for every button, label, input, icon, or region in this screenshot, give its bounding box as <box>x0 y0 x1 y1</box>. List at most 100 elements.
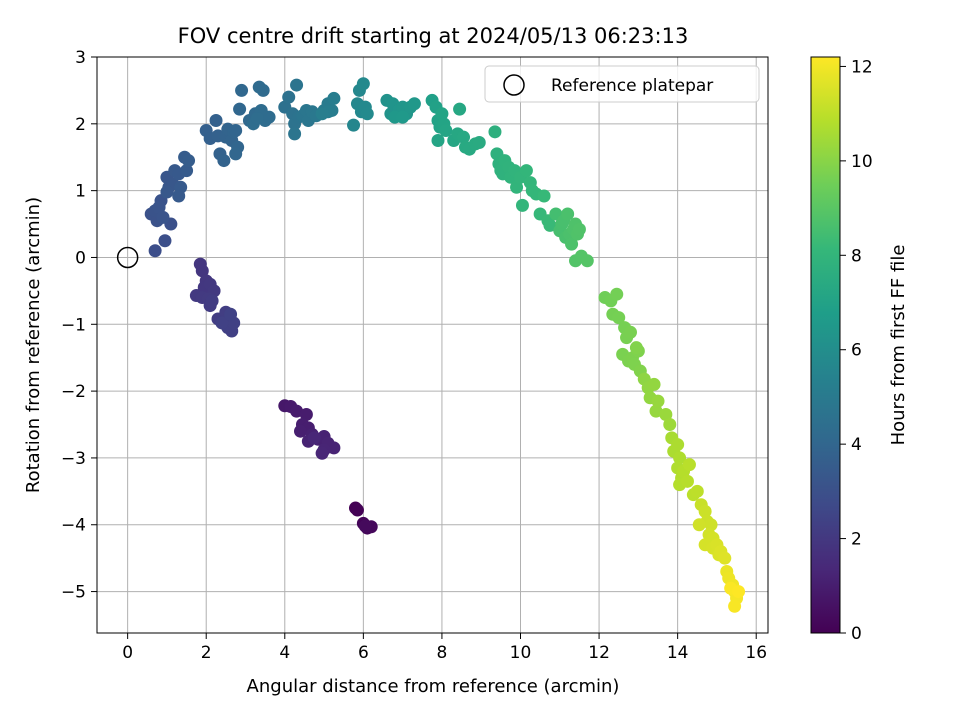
data-point <box>435 107 449 121</box>
data-point <box>439 124 453 138</box>
y-tick-label: 3 <box>75 48 86 68</box>
legend-marker-icon <box>503 74 525 96</box>
data-point <box>205 294 219 308</box>
data-point <box>315 446 329 460</box>
y-tick-label: −4 <box>61 516 86 536</box>
data-point <box>682 458 696 472</box>
x-tick-label: 10 <box>510 643 532 663</box>
x-tick-label: 12 <box>588 643 610 663</box>
data-point <box>704 518 718 532</box>
data-point <box>543 218 557 232</box>
data-point <box>233 102 247 116</box>
colorbar-tick-label: 2 <box>851 530 862 550</box>
data-point <box>288 127 302 141</box>
data-point <box>229 124 243 138</box>
data-point <box>698 504 712 518</box>
data-point <box>209 113 223 127</box>
data-point <box>358 519 372 533</box>
data-point <box>647 377 661 391</box>
data-point <box>299 407 313 421</box>
y-tick-label: −3 <box>61 449 86 469</box>
data-point <box>515 198 529 212</box>
colorbar-tick-label: 6 <box>851 341 862 361</box>
legend-label: Reference platepar <box>551 76 713 96</box>
x-tick-label: 14 <box>667 643 689 663</box>
data-point <box>624 325 637 339</box>
x-tick-label: 6 <box>358 643 369 663</box>
y-tick-label: 2 <box>75 115 86 135</box>
data-point <box>732 585 746 599</box>
data-point <box>195 264 209 278</box>
data-point <box>148 244 162 258</box>
data-point <box>290 404 304 418</box>
data-point <box>215 316 229 330</box>
colorbar-tick-label: 10 <box>851 152 873 172</box>
y-tick-label: −2 <box>61 382 86 402</box>
reference-marker <box>116 246 139 269</box>
data-point <box>572 222 586 236</box>
data-point <box>407 97 421 111</box>
colorbar-tick-label: 12 <box>851 57 873 77</box>
data-point <box>453 102 467 116</box>
data-point <box>180 164 194 178</box>
colorbar-tick-label: 4 <box>851 435 862 455</box>
data-point <box>156 210 170 224</box>
data-point <box>160 185 174 199</box>
data-point <box>396 110 410 124</box>
x-tick-label: 0 <box>122 643 133 663</box>
y-tick-label: 0 <box>75 248 86 268</box>
data-point <box>580 254 594 268</box>
x-tick-label: 2 <box>201 643 212 663</box>
chart-title: FOV centre drift starting at 2024/05/13 … <box>178 24 689 48</box>
legend: Reference platepar <box>484 65 760 103</box>
data-point <box>472 136 486 150</box>
data-point <box>510 180 524 194</box>
data-point <box>565 237 579 251</box>
data-point <box>561 207 575 221</box>
data-point <box>659 407 673 421</box>
grid <box>97 56 768 633</box>
data-point <box>217 154 231 168</box>
x-axis-title: Angular distance from reference (arcmin) <box>247 676 620 697</box>
y-tick-label: −5 <box>61 583 86 603</box>
data-point <box>690 484 704 498</box>
data-point <box>282 90 296 104</box>
reference-platepar-point <box>116 246 139 269</box>
y-tick-label: 1 <box>75 182 86 202</box>
data-point <box>327 441 341 455</box>
y-axis-title: Rotation from reference (arcmin) <box>23 197 44 493</box>
data-point <box>229 147 243 161</box>
data-point <box>256 83 270 97</box>
data-point <box>728 599 742 613</box>
data-point <box>457 130 471 144</box>
data-point <box>431 134 445 148</box>
colorbar <box>810 56 841 634</box>
data-point <box>649 404 663 418</box>
data-point <box>182 154 196 168</box>
data-point <box>663 418 677 432</box>
data-point <box>290 78 304 92</box>
data-point <box>671 438 685 452</box>
data-point <box>350 503 364 517</box>
data-point <box>294 424 307 438</box>
data-point <box>612 311 626 325</box>
data-point <box>356 77 370 91</box>
data-point <box>673 451 687 465</box>
colorbar-ticks: 0 2 4 6 8 10 12 <box>840 57 873 644</box>
data-point <box>537 189 551 203</box>
data-point <box>610 287 624 301</box>
x-axis-ticks: 0 2 4 6 8 10 12 14 16 <box>122 633 767 663</box>
data-point <box>347 118 361 132</box>
y-tick-label: −1 <box>61 315 86 335</box>
data-point <box>629 341 643 355</box>
data-point <box>692 518 706 532</box>
x-tick-label: 16 <box>745 643 767 663</box>
x-tick-label: 4 <box>279 643 290 663</box>
data-point <box>152 200 166 214</box>
data-point <box>235 83 249 97</box>
legend-box <box>484 65 760 103</box>
y-axis-ticks: −5 −4 −3 −2 −1 0 1 2 3 <box>61 48 97 603</box>
data-point <box>519 164 533 178</box>
data-point <box>718 551 732 565</box>
